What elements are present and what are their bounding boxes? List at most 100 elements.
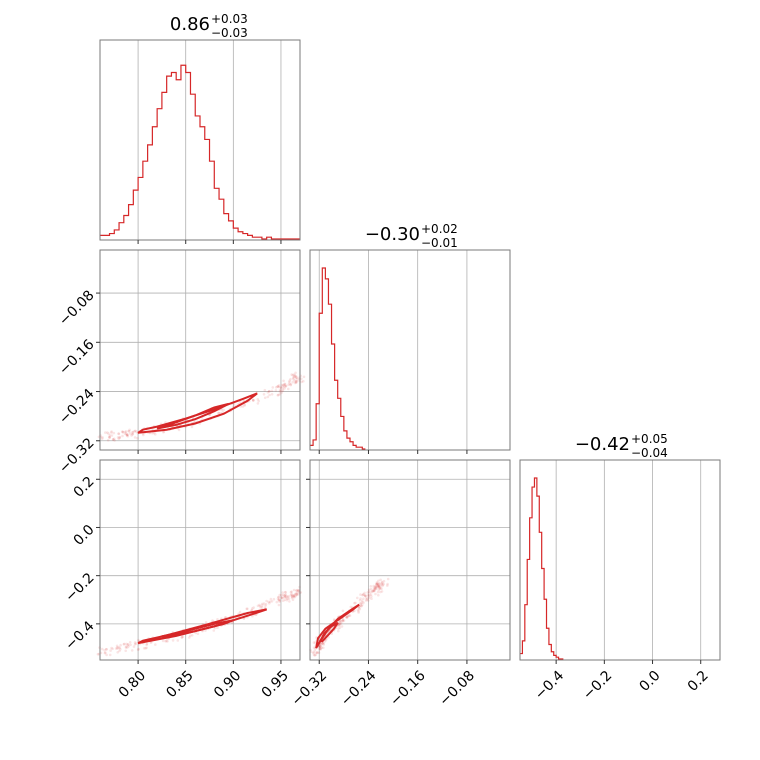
scatter-point [371, 589, 375, 592]
scatter-point [126, 646, 129, 649]
scatter-point [252, 398, 255, 402]
scatter-point [133, 429, 137, 433]
scatter-point [278, 390, 282, 393]
x-tick-label: 0.80 [116, 668, 149, 701]
scatter-point [126, 433, 129, 437]
scatter-point [337, 627, 340, 630]
scatter-point [277, 595, 280, 599]
scatter-point [285, 594, 288, 598]
contour-inner [156, 402, 230, 430]
scatter-point [293, 379, 296, 382]
scatter-point [319, 647, 322, 650]
scatter-point [109, 649, 112, 652]
scatter-point [386, 584, 389, 587]
scatter-point [217, 411, 220, 415]
scatter-point [378, 587, 382, 590]
scatter-point [281, 385, 284, 389]
scatter-point [103, 651, 107, 655]
scatter-point [267, 389, 271, 393]
scatter-point [348, 614, 352, 617]
scatter-point [268, 602, 271, 605]
scatter-point [319, 643, 323, 647]
scatter-point [271, 386, 275, 389]
axes-frame [519, 459, 721, 661]
scatter-point [142, 647, 146, 650]
scatter-point [287, 380, 291, 384]
scatter-point [361, 593, 364, 597]
scatter-point [154, 433, 157, 436]
scatter-point [375, 582, 379, 586]
scatter-point [280, 596, 284, 600]
scatter-point [283, 382, 286, 386]
scatter-point [108, 436, 111, 439]
scatter-point [164, 639, 167, 643]
scatter-point [269, 597, 273, 601]
scatter-point [287, 597, 291, 600]
scatter-point [376, 590, 380, 594]
scatter-point [137, 638, 140, 642]
scatter-point [373, 587, 376, 591]
scatter-point [125, 433, 129, 437]
scatter-point [292, 595, 295, 598]
scatter-point [379, 583, 383, 586]
scatter-point [381, 583, 385, 587]
scatter-point [295, 380, 298, 383]
scatter-point [360, 601, 364, 604]
scatter-point [283, 384, 286, 387]
scatter-point [377, 579, 380, 583]
scatter-point [165, 639, 168, 643]
scatter-point [278, 388, 282, 392]
scatter-point [278, 600, 281, 603]
scatter-point [344, 615, 348, 619]
scatter-point [241, 405, 245, 408]
scatter-point [376, 582, 379, 586]
scatter-point [286, 597, 289, 601]
scatter-point [363, 591, 366, 595]
scatter-point [277, 603, 281, 607]
scatter-point [133, 643, 137, 646]
scatter-point [176, 639, 180, 642]
scatter-point [294, 381, 298, 385]
scatter-point [369, 593, 373, 596]
scatter-point [362, 597, 365, 600]
scatter-point [277, 384, 281, 387]
scatter-point [315, 651, 318, 655]
scatter-point [129, 643, 132, 647]
scatter-point [145, 642, 149, 646]
scatter-point [256, 402, 260, 405]
scatter-point [356, 608, 360, 612]
scatter-point [294, 592, 298, 595]
scatter-point [96, 652, 100, 656]
scatter-point [282, 383, 285, 387]
scatter-point [118, 646, 122, 650]
scatter-point [295, 593, 298, 596]
scatter-point [108, 435, 111, 439]
scatter-point [346, 615, 349, 619]
param-title-median: −0.30 [365, 224, 420, 245]
scatter-point [125, 642, 128, 646]
histogram-2 [520, 477, 564, 660]
x-tick-label: −0.24 [338, 668, 380, 710]
axes-frame [99, 39, 301, 241]
scatter-point [380, 582, 384, 586]
scatter-point [122, 643, 126, 646]
scatter-point [270, 389, 274, 393]
scatter-point [300, 377, 303, 381]
scatter-point [312, 651, 315, 655]
scatter-point [125, 434, 129, 437]
scatter-point [204, 621, 208, 624]
scatter-point [364, 594, 367, 597]
scatter-point [386, 577, 390, 581]
scatter-point [294, 380, 297, 384]
scatter-point [287, 387, 290, 391]
scatter-point [105, 648, 108, 651]
scatter-point [260, 605, 264, 609]
scatter-point [213, 626, 217, 630]
scatter-point [291, 594, 294, 597]
scatter-point [190, 634, 194, 637]
scatter-point [290, 596, 294, 600]
scatter-point [318, 644, 322, 648]
scatter-point [246, 607, 249, 611]
scatter-point [367, 590, 371, 593]
scatter-point [250, 608, 254, 612]
